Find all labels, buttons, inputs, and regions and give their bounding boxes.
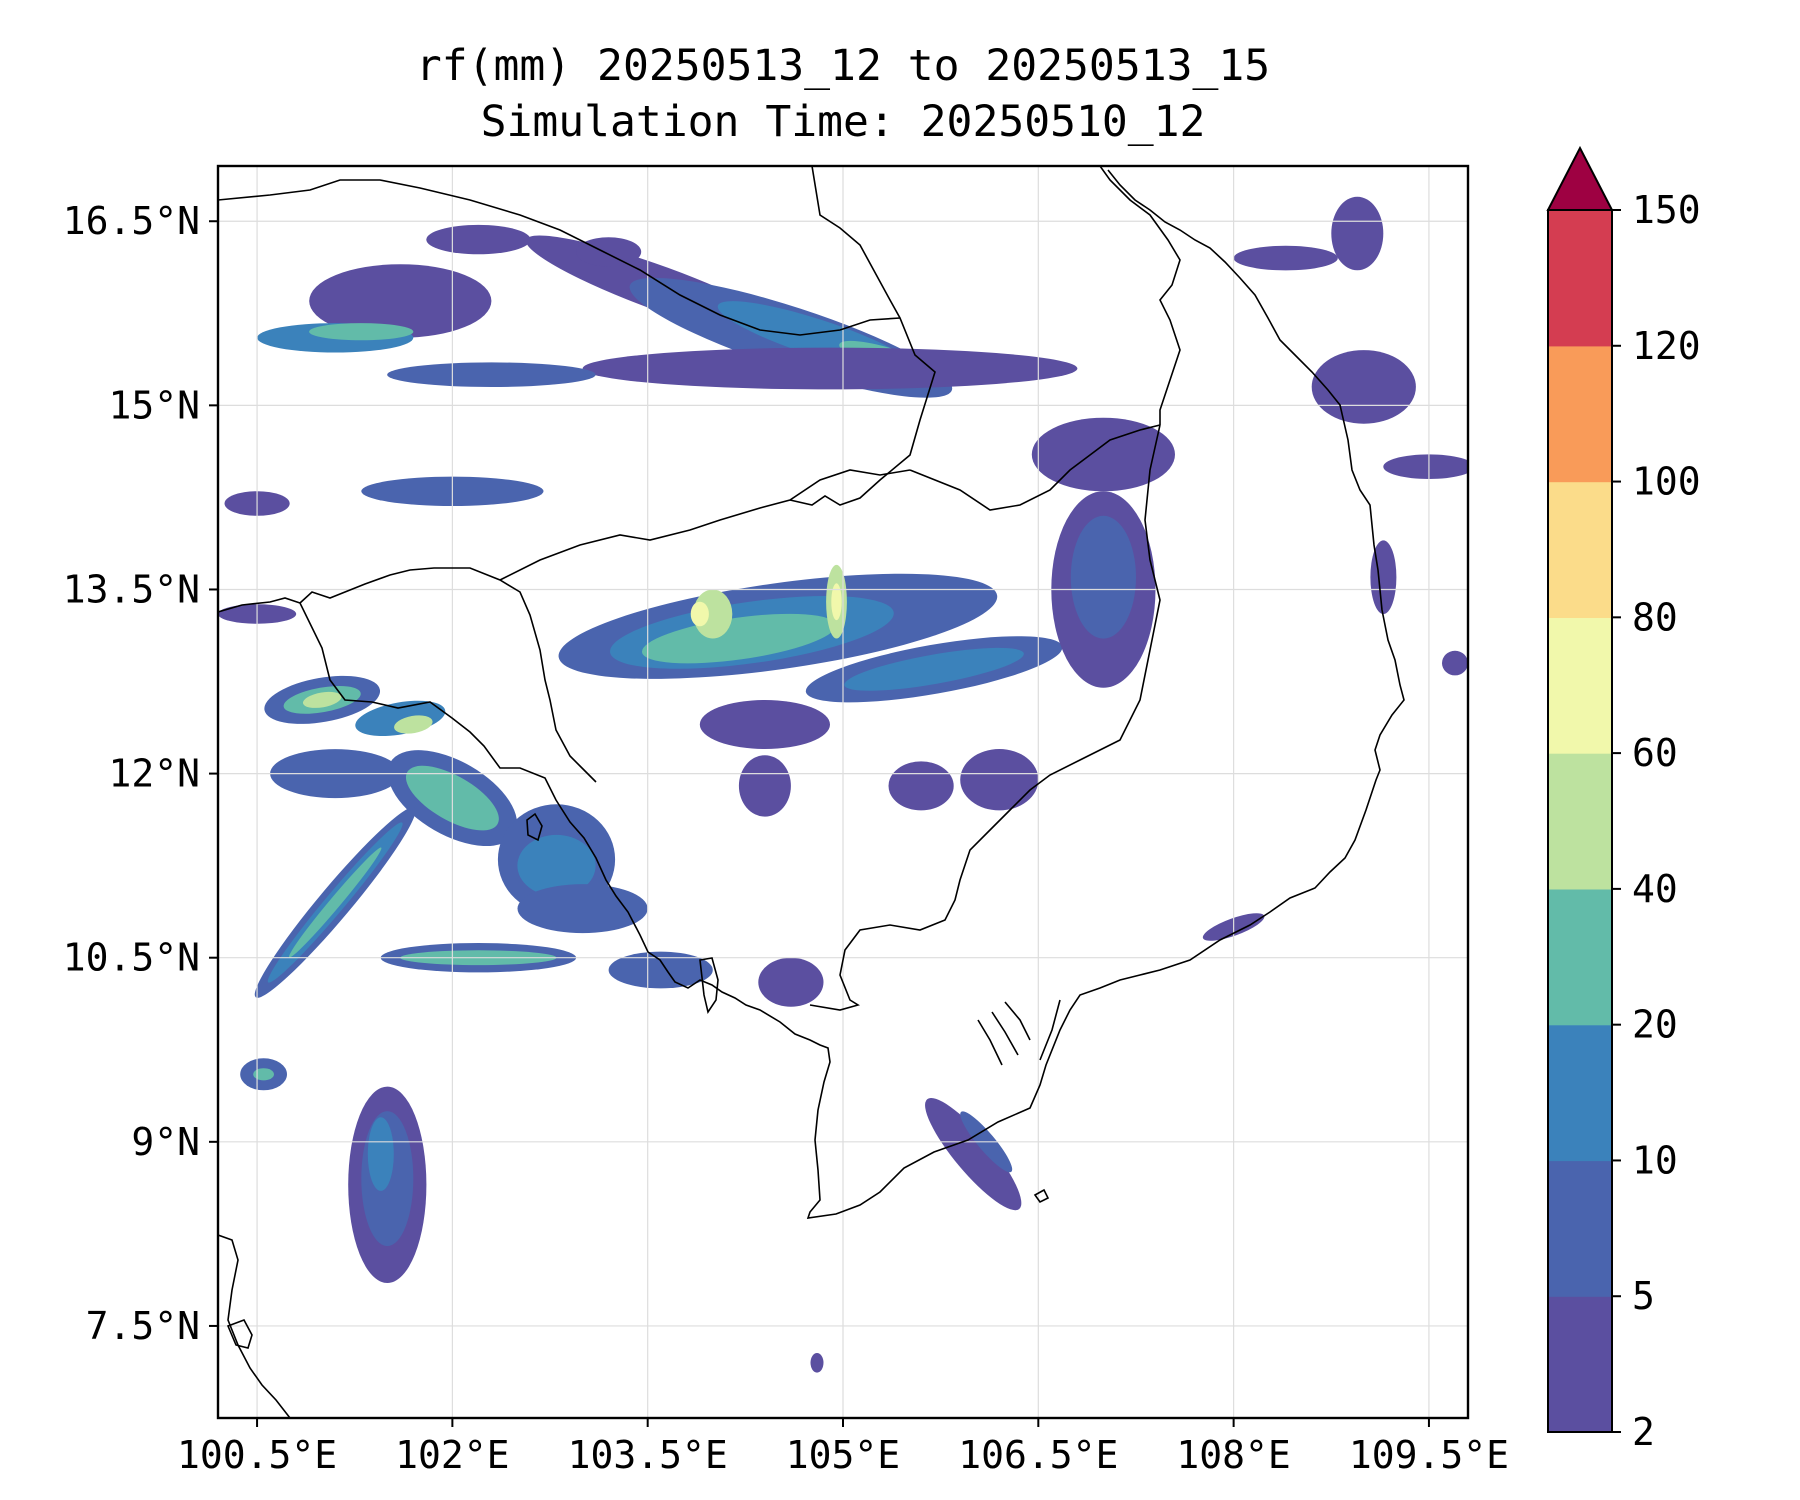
colorbar-segment <box>1548 753 1612 890</box>
rain-cell <box>309 264 492 338</box>
colorbar-tick-label: 120 <box>1632 324 1701 368</box>
rain-cell <box>642 613 836 664</box>
rain-cell <box>253 1068 274 1081</box>
gridlines <box>218 166 1468 1418</box>
coastline-con-son <box>1033 1188 1050 1204</box>
rain-cell <box>699 700 831 749</box>
rain-cell <box>288 847 382 958</box>
border-laos-vietnam <box>789 166 936 506</box>
colorbar-segment <box>1548 617 1612 754</box>
rain-cell <box>690 601 709 627</box>
x-tick-label: 102°E <box>395 1433 509 1477</box>
coastline-kong-island <box>526 812 543 842</box>
colorbar-segment <box>1548 210 1612 347</box>
rain-cell <box>517 884 648 934</box>
y-tick-label: 10.5°N <box>63 936 200 980</box>
colorbar-tick-label: 60 <box>1632 731 1678 775</box>
y-tick-label: 7.5°N <box>86 1304 200 1348</box>
colorbar-tick-label: 100 <box>1632 460 1701 504</box>
colorbar-segment <box>1548 888 1612 1026</box>
rain-cell <box>925 1097 1022 1211</box>
rainfall-field <box>218 196 1468 1373</box>
colorbar-segment <box>1548 481 1612 618</box>
rain-cell <box>387 362 596 388</box>
x-tick-label: 105°E <box>786 1433 900 1477</box>
rain-cell <box>1331 196 1384 271</box>
x-tick-label: 108°E <box>1176 1433 1290 1477</box>
colorbar-tick-label: 40 <box>1632 867 1678 911</box>
border-cambodia-vietnam <box>809 424 1161 1011</box>
colorbar: 2 5 10 20 40 60 80 100 120 150 <box>1546 145 1701 1454</box>
colorbar-segment <box>1548 345 1612 483</box>
border-cambodia-laos <box>499 469 911 581</box>
coastline-malay-peninsula <box>218 1234 291 1418</box>
y-tick-label: 15°N <box>108 383 200 427</box>
rain-cell <box>810 1353 824 1373</box>
colorbar-segment <box>1548 1160 1612 1297</box>
coastline-phu-quoc <box>699 957 719 1014</box>
rain-cell <box>831 583 842 621</box>
coastlines-and-borders <box>218 166 1405 1418</box>
rain-cell <box>738 755 791 817</box>
rain-cell <box>517 834 596 897</box>
title-line-2: Simulation Time: 20250510_12 <box>480 97 1206 147</box>
map-axes: 100.5°E 102°E 103.5°E 105°E 106.5°E 108°E 109.… <box>63 199 1509 1477</box>
rain-cell <box>394 715 433 734</box>
border-thailand-cambodia <box>299 567 597 783</box>
rain-cell <box>960 749 1039 811</box>
title-line-1: rf(mm) 20250513_12 to 20250513_15 <box>415 41 1271 91</box>
colorbar-extend-arrow <box>1546 145 1614 211</box>
rain-cell <box>426 224 531 255</box>
rain-cell <box>309 323 414 341</box>
coastline-mekong-delta <box>977 999 1061 1066</box>
rain-cell <box>693 589 733 639</box>
border-laos-thailand-north <box>1099 166 1181 425</box>
rain-cell <box>1442 650 1468 676</box>
rain-cell <box>1311 350 1416 424</box>
rain-cell <box>608 951 713 989</box>
coastline-malay-island <box>226 1319 253 1349</box>
y-tick-label: 16.5°N <box>63 199 200 243</box>
colorbar-tick-label: 150 <box>1632 188 1701 232</box>
rain-cell <box>1070 515 1136 639</box>
chart-title: rf(mm) 20250513_12 to 20250513_15 Simula… <box>218 38 1468 150</box>
rain-cell <box>758 957 824 1007</box>
y-tick-label: 9°N <box>131 1120 200 1164</box>
colorbar-tick-label: 10 <box>1632 1138 1678 1182</box>
colorbar-tick-label: 5 <box>1632 1274 1655 1318</box>
rain-cell <box>576 237 642 267</box>
colorbar-segment <box>1548 1296 1612 1433</box>
x-tick-label: 103.5°E <box>568 1433 728 1477</box>
rain-cell <box>582 347 1078 390</box>
colorbar-frame <box>1547 209 1613 1433</box>
coastline-gulf-of-thailand <box>218 169 1405 1219</box>
rain-cell <box>888 761 954 811</box>
border-thailand-laos <box>218 179 901 336</box>
y-tick-label: 12°N <box>108 752 200 796</box>
x-tick-label: 100.5°E <box>177 1433 337 1477</box>
rain-cell <box>844 647 1024 691</box>
rain-cell <box>302 691 342 708</box>
colorbar-tick-label: 20 <box>1632 1003 1678 1047</box>
y-tick-label: 13.5°N <box>63 567 200 611</box>
colorbar-segment <box>1548 1024 1612 1162</box>
x-tick-label: 106.5°E <box>958 1433 1118 1477</box>
colorbar-tick-label: 80 <box>1632 595 1678 639</box>
colorbar-tick-label: 2 <box>1632 1410 1655 1454</box>
x-tick-label: 109.5°E <box>1349 1433 1509 1477</box>
rain-cell <box>367 1117 394 1191</box>
rain-cell <box>1383 454 1468 479</box>
rain-cell <box>1233 245 1338 271</box>
